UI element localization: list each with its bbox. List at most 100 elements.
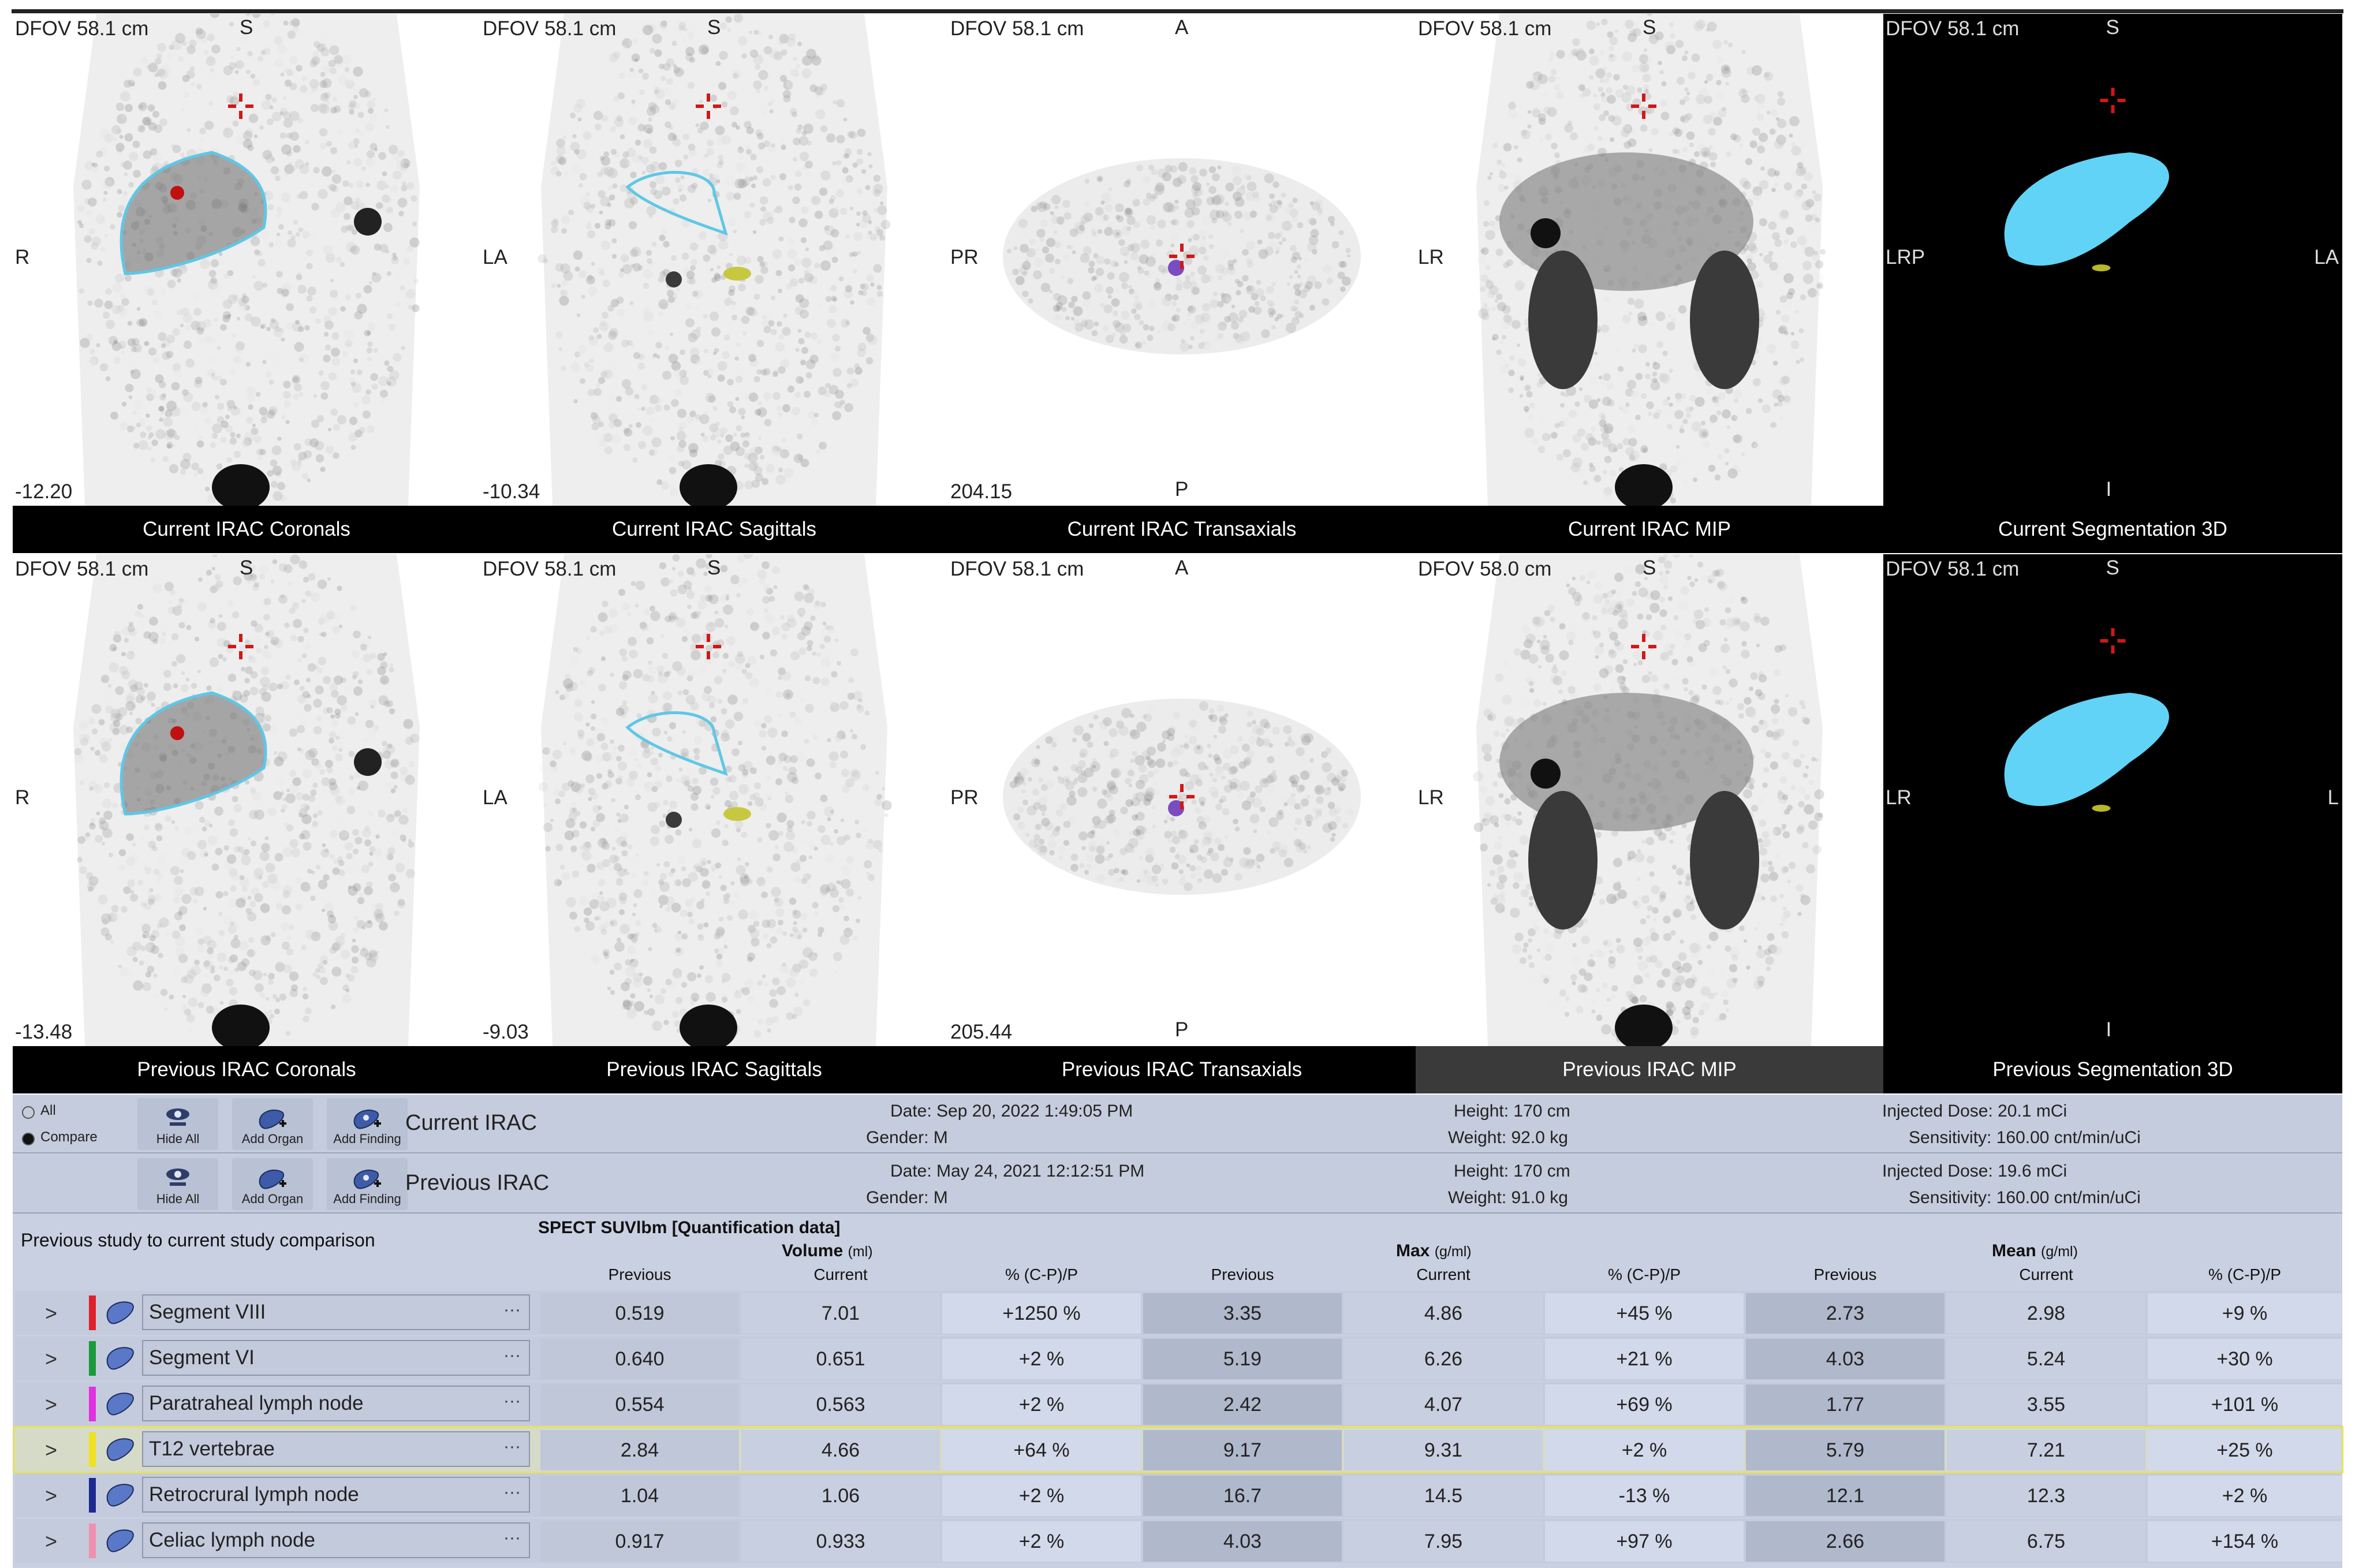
- viewport-top-4[interactable]: DFOV 58.1 cm S LRP LA I: [1883, 14, 2342, 506]
- viewport-top-0[interactable]: DFOV 58.1 cm S R -12.20: [13, 14, 480, 506]
- viewport-bottom-1[interactable]: DFOV 58.1 cm S LA -9.03: [480, 554, 948, 1046]
- value-cell-m-pct: +2 %: [2148, 1476, 2342, 1516]
- value-cell-x-pct: +45 %: [1545, 1293, 1744, 1334]
- volume-header: Volume (ml): [782, 1241, 873, 1261]
- region-name-field[interactable]: Paratraheal lymph node ···: [142, 1386, 530, 1421]
- more-options-icon[interactable]: ···: [503, 1528, 521, 1548]
- viewport-bottom-0[interactable]: DFOV 58.1 cm S R -13.48: [13, 554, 480, 1046]
- more-options-icon[interactable]: ···: [503, 1300, 521, 1320]
- viewport-caption-top-4[interactable]: Current Segmentation 3D: [1883, 506, 2342, 553]
- pet-image[interactable]: [480, 554, 948, 1046]
- organ-icon: [104, 1526, 137, 1555]
- more-options-icon[interactable]: ···: [503, 1483, 521, 1502]
- viewport-caption-top-3[interactable]: Current IRAC MIP: [1416, 506, 1883, 553]
- organ-icon: [104, 1389, 137, 1418]
- more-options-icon[interactable]: ···: [503, 1437, 521, 1457]
- viewport-top-2[interactable]: DFOV 58.1 cm A PR P 204.15: [948, 14, 1416, 506]
- value-cell-v-prev: 0.917: [540, 1521, 739, 1562]
- value-cell-m-cur: 5.24: [1947, 1339, 2145, 1379]
- expand-chevron-icon[interactable]: >: [45, 1529, 57, 1554]
- current-sensitivity: Sensitivity: 160.00 cnt/min/uCi: [1909, 1128, 2141, 1148]
- expand-chevron-icon[interactable]: >: [45, 1347, 57, 1371]
- region-name-field[interactable]: Segment VIII ···: [142, 1294, 530, 1330]
- region-name-field[interactable]: Celiac lymph node ···: [142, 1522, 530, 1558]
- viewport-caption-top-2[interactable]: Current IRAC Transaxials: [948, 506, 1416, 553]
- orientation-left: PR: [950, 246, 979, 269]
- region-name-field[interactable]: Retrocrural lymph node ···: [142, 1477, 530, 1513]
- pet-image[interactable]: [948, 14, 1416, 506]
- pet-image[interactable]: [480, 14, 948, 506]
- value-cell-x-cur: 4.86: [1344, 1293, 1543, 1334]
- viewport-bottom-2[interactable]: DFOV 58.1 cm A PR P 205.44: [948, 554, 1416, 1046]
- add-organ-button-previous[interactable]: Add Organ: [232, 1158, 313, 1210]
- table-row[interactable]: > Celiac lymph node ··· 0.917 0.933 +2 % 4.03 7…: [15, 1519, 2342, 1563]
- viewport-top-1[interactable]: DFOV 58.1 cm S LA -10.34: [480, 14, 948, 506]
- value-cell-x-cur: 7.95: [1344, 1521, 1543, 1562]
- table-row[interactable]: > Retrocrural lymph node ··· 1.04 1.06 +2 % 16…: [15, 1473, 2342, 1517]
- value-cell-x-pct: +69 %: [1545, 1384, 1744, 1425]
- region-name-field[interactable]: Segment VI ···: [142, 1340, 530, 1376]
- orientation-top: A: [1175, 557, 1188, 580]
- previous-sensitivity: Sensitivity: 160.00 cnt/min/uCi: [1909, 1188, 2141, 1208]
- more-options-icon[interactable]: ···: [503, 1391, 521, 1411]
- organ-color-swatch[interactable]: [89, 1387, 96, 1421]
- pet-image[interactable]: [1416, 554, 1883, 1046]
- expand-chevron-icon[interactable]: >: [45, 1392, 57, 1417]
- table-row[interactable]: > Segment VI ··· 0.640 0.651 +2 % 5.19 6.26 +21 …: [15, 1336, 2342, 1380]
- pet-image[interactable]: [948, 554, 1416, 1046]
- eye-icon: [164, 1166, 192, 1189]
- region-name-field[interactable]: T12 vertebrae ···: [142, 1431, 530, 1467]
- add-finding-button-current[interactable]: Add Finding: [327, 1098, 408, 1150]
- table-row[interactable]: > Segment VIII ··· 0.519 7.01 +1250 % 3.35 4.86…: [15, 1291, 2342, 1335]
- value-cell-m-prev: 4.03: [1746, 1339, 1945, 1379]
- value-cell-x-cur: 6.26: [1344, 1339, 1543, 1379]
- viewport-bottom-4[interactable]: DFOV 58.1 cm S LR L I: [1883, 554, 2342, 1046]
- pet-image[interactable]: [13, 554, 480, 1046]
- pet-image[interactable]: [1883, 554, 2342, 1046]
- viewport-caption-bottom-3[interactable]: Previous IRAC MIP: [1416, 1046, 1883, 1093]
- top-border: [12, 9, 2343, 13]
- viewport-bottom-3[interactable]: DFOV 58.0 cm S LR: [1416, 554, 1883, 1046]
- orientation-bottom: P: [1175, 478, 1188, 501]
- organ-icon: [104, 1435, 137, 1464]
- viewport-top-3[interactable]: DFOV 58.1 cm S LR: [1416, 14, 1883, 506]
- table-row[interactable]: > Paratraheal lymph node ··· 0.554 0.563 +2 %…: [15, 1382, 2342, 1426]
- viewport-caption-bottom-2[interactable]: Previous IRAC Transaxials: [948, 1046, 1416, 1093]
- add-finding-button-previous[interactable]: Add Finding: [327, 1158, 408, 1210]
- current-study-name: Current IRAC: [405, 1111, 537, 1136]
- add-organ-button-current[interactable]: Add Organ: [232, 1098, 313, 1150]
- table-row[interactable]: > T12 vertebrae ··· 2.84 4.66 +64 % 9.17 9.31 +2…: [15, 1428, 2342, 1472]
- dfov-label: DFOV 58.1 cm: [1886, 558, 2019, 581]
- viewport-caption-bottom-1[interactable]: Previous IRAC Sagittals: [480, 1046, 948, 1093]
- hide-all-button-previous[interactable]: Hide All: [137, 1158, 218, 1210]
- value-cell-v-cur: 4.66: [741, 1430, 940, 1470]
- organ-color-swatch[interactable]: [89, 1341, 96, 1376]
- organ-color-swatch[interactable]: [89, 1524, 96, 1558]
- viewport-caption-top-1[interactable]: Current IRAC Sagittals: [480, 506, 948, 553]
- value-cell-m-prev: 12.1: [1746, 1476, 1945, 1516]
- dfov-label: DFOV 58.1 cm: [483, 17, 616, 40]
- viewport-caption-bottom-0[interactable]: Previous IRAC Coronals: [13, 1046, 480, 1093]
- value-cell-v-pct: +2 %: [942, 1339, 1141, 1379]
- radio-compare[interactable]: [22, 1133, 35, 1145]
- comparison-title: Previous study to current study comparis…: [21, 1230, 375, 1251]
- hide-all-button-current[interactable]: Hide All: [137, 1098, 218, 1150]
- orientation-top: S: [240, 557, 253, 580]
- radio-all[interactable]: [22, 1106, 35, 1119]
- pet-image[interactable]: [1416, 14, 1883, 506]
- organ-color-swatch[interactable]: [89, 1296, 96, 1330]
- value-cell-v-cur: 0.933: [741, 1521, 940, 1562]
- orientation-bottom: P: [1175, 1018, 1188, 1041]
- pet-image[interactable]: [1883, 14, 2342, 506]
- organ-color-swatch[interactable]: [89, 1478, 96, 1513]
- expand-chevron-icon[interactable]: >: [45, 1301, 57, 1326]
- organ-add-icon: [256, 1166, 289, 1192]
- pet-image[interactable]: [13, 14, 480, 506]
- viewport-caption-bottom-4[interactable]: Previous Segmentation 3D: [1883, 1046, 2342, 1093]
- expand-chevron-icon[interactable]: >: [45, 1484, 57, 1508]
- expand-chevron-icon[interactable]: >: [45, 1438, 57, 1462]
- current-gender: Gender: M: [866, 1128, 948, 1148]
- more-options-icon[interactable]: ···: [503, 1346, 521, 1365]
- organ-color-swatch[interactable]: [89, 1432, 96, 1467]
- viewport-caption-top-0[interactable]: Current IRAC Coronals: [13, 506, 480, 553]
